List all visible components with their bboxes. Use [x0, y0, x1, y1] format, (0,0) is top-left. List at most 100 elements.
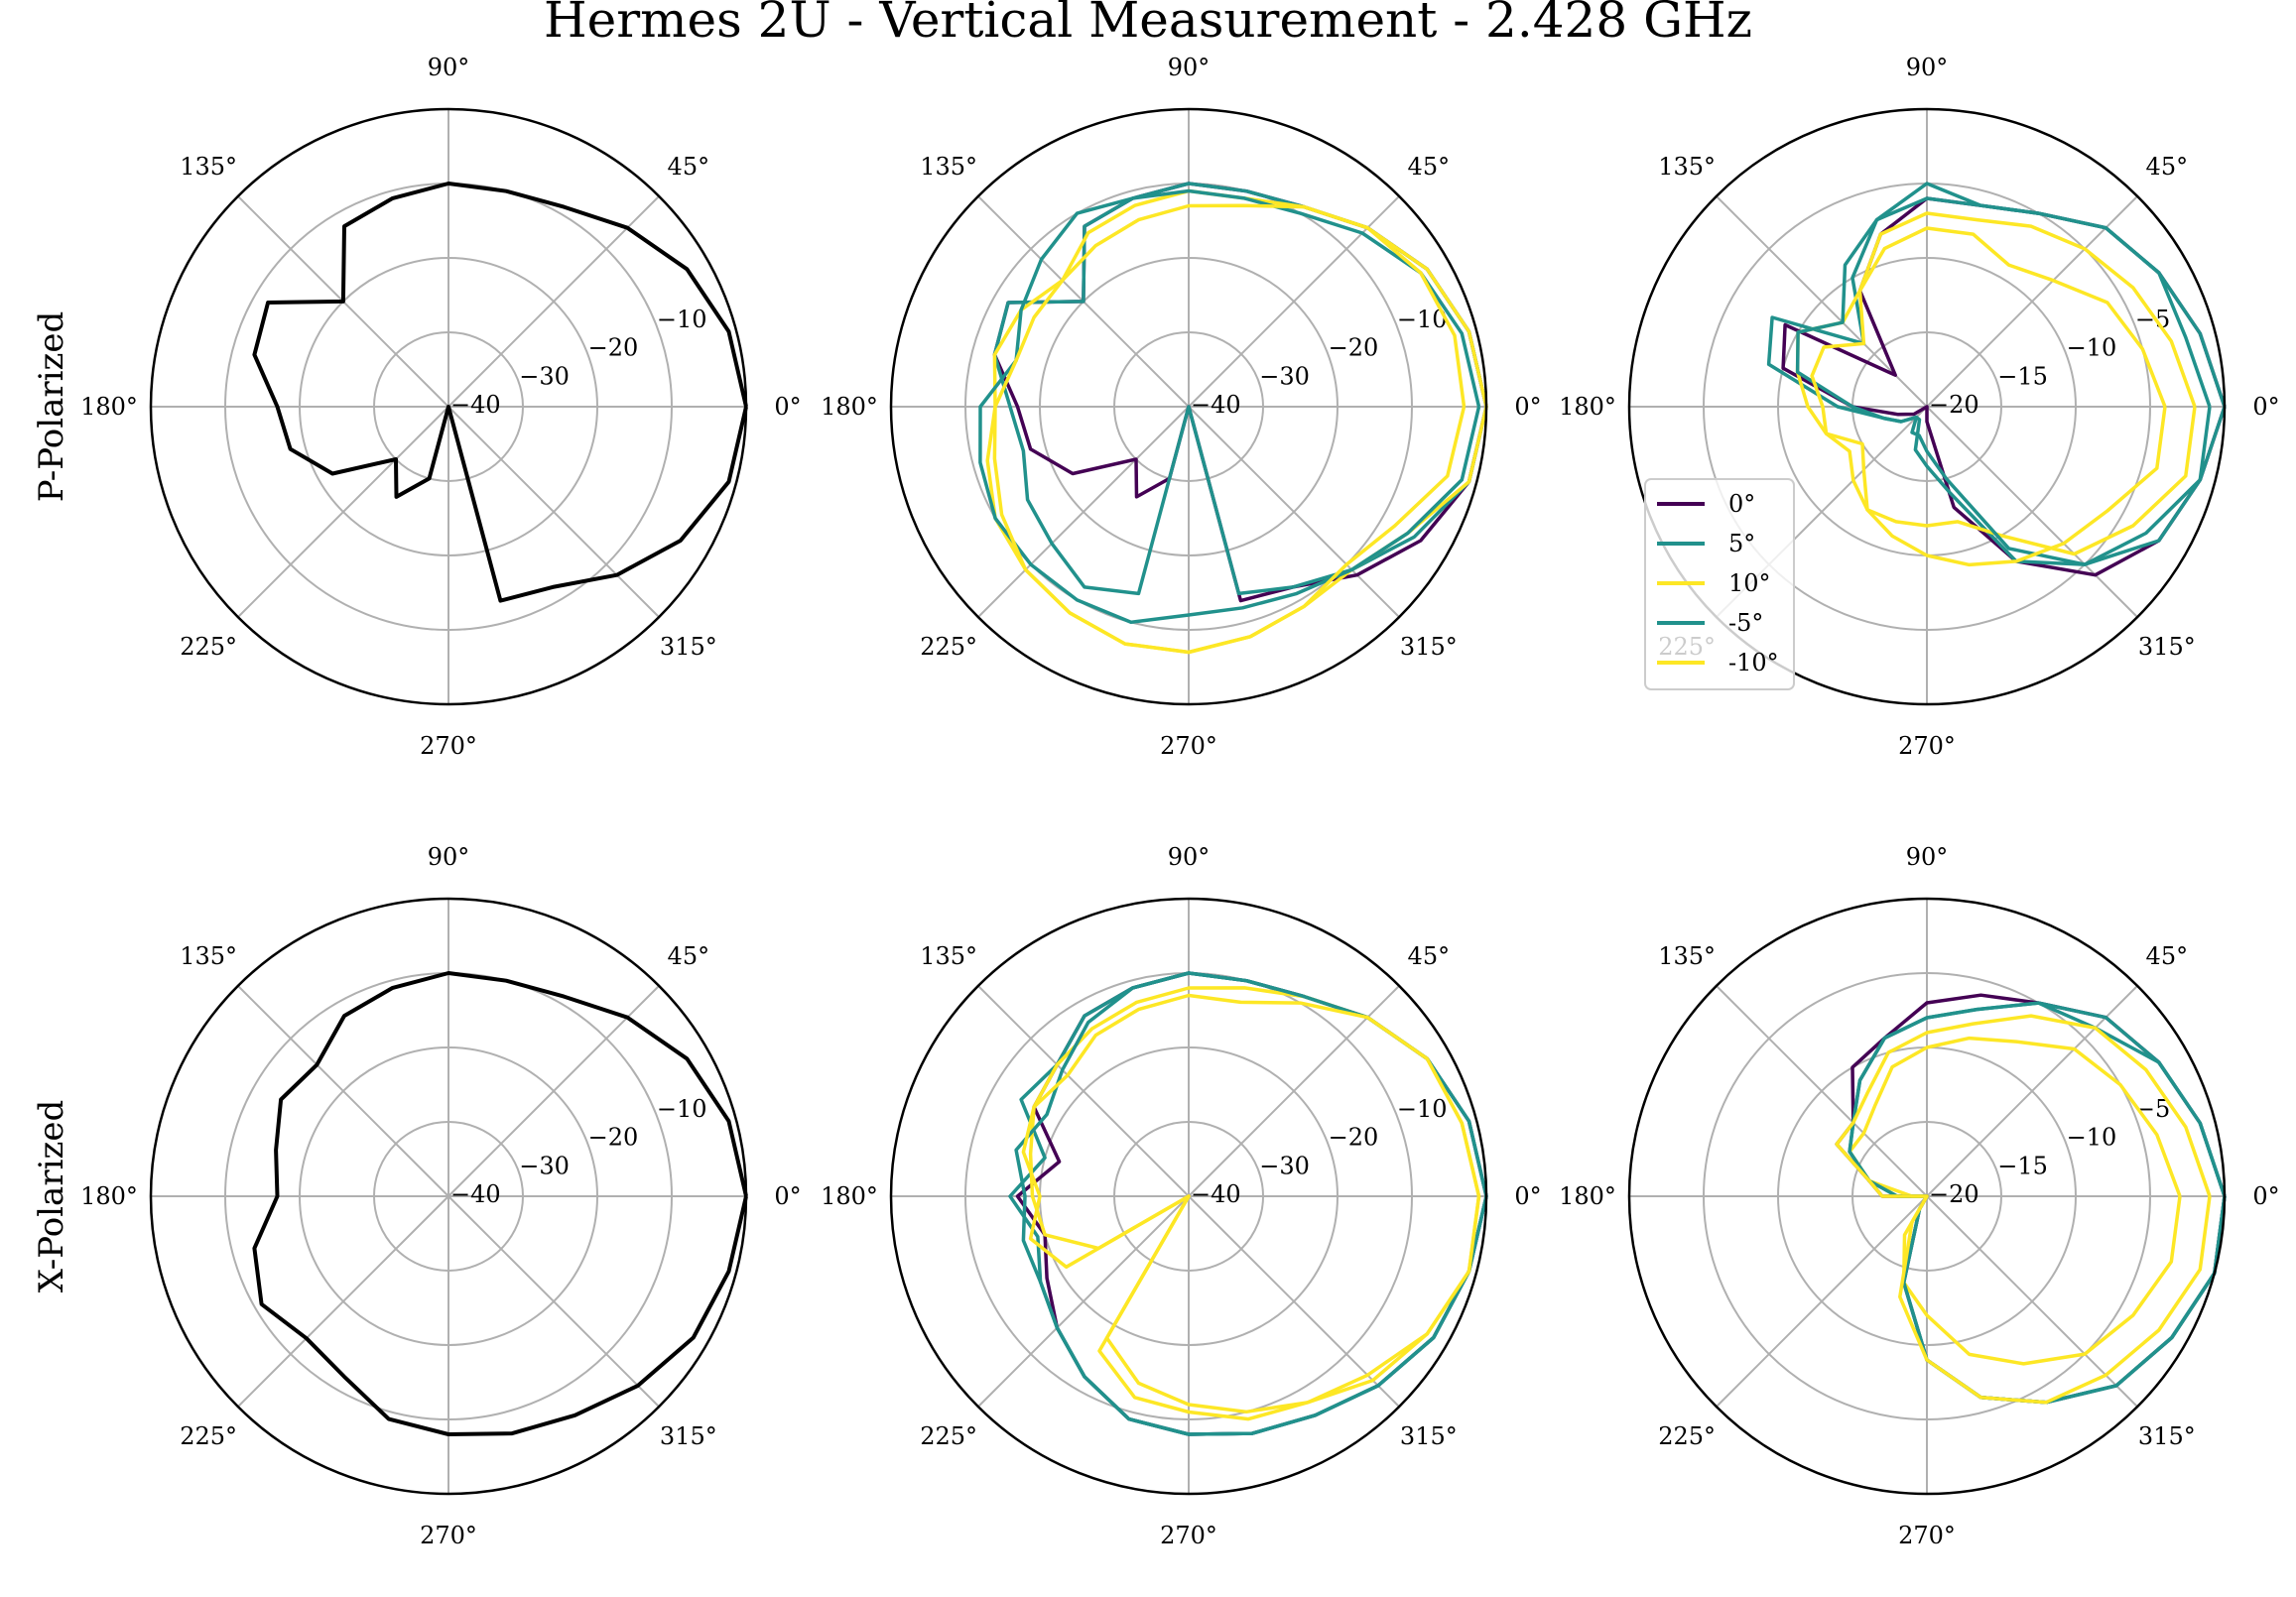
polar-plot-1: 0° 45° 90° 135° 180° 225° 270° 315° −40 −30 −20 −10 — [80, 54, 802, 760]
angular-gridline — [447, 406, 660, 618]
angular-gridline — [977, 985, 1190, 1197]
angular-gridline — [1926, 985, 2138, 1197]
polar-frame — [1627, 107, 2227, 706]
radial-tick-label: −10 — [657, 1095, 707, 1123]
angle-tick-label: 135° — [1658, 942, 1716, 970]
angle-tick-label: 45° — [2146, 153, 2189, 181]
radial-tick-label: −20 — [1929, 1180, 1979, 1208]
legend-label: 10° — [1728, 569, 1771, 597]
angle-tick-label: 270° — [1898, 1522, 1956, 1549]
radial-tick-label: −10 — [1397, 1095, 1448, 1123]
radial-tick-label: −30 — [519, 1152, 570, 1179]
angular-gridline — [447, 985, 660, 1197]
series-line-tilt-3 — [1848, 1036, 2182, 1366]
series-line-tilt-5 — [1810, 226, 2167, 567]
angle-tick-label: 135° — [920, 942, 977, 970]
angle-tick-label: 315° — [660, 633, 717, 661]
angle-tick-label: 180° — [80, 393, 138, 421]
radial-tick-label: −15 — [1997, 1152, 2048, 1179]
angular-gridline — [1926, 1195, 2138, 1408]
angular-gridline — [1926, 195, 2138, 408]
radial-tick-label: −20 — [588, 1124, 639, 1152]
angular-gridline — [1926, 406, 2138, 618]
angular-gridline — [977, 1195, 1190, 1408]
radial-tick-label: −5 — [2135, 306, 2170, 333]
radial-tick-label: −40 — [1191, 391, 1241, 419]
angular-gridline — [447, 1195, 660, 1408]
angle-tick-label: 135° — [920, 153, 977, 181]
angular-gridline — [447, 195, 660, 408]
angle-tick-label: 270° — [1160, 732, 1217, 760]
polar-plot-6: 0° 45° 90° 135° 180° 225° 270° 315° −20 −15 −10 −5 — [1559, 843, 2280, 1549]
series-line-single — [252, 971, 748, 1436]
radial-tick-label: −20 — [1329, 334, 1379, 362]
angular-gridline — [237, 1195, 449, 1408]
radial-tick-label: −5 — [2135, 1095, 2170, 1123]
legend-box — [1644, 478, 1795, 690]
angle-tick-label: 315° — [1400, 1422, 1458, 1450]
polar-frame — [1627, 897, 2227, 1496]
series-line-tilt-2 — [992, 182, 1488, 596]
series-line-tilt-1 — [1015, 971, 1488, 1436]
angle-tick-label: 45° — [1408, 942, 1451, 970]
legend: 0° 5° 10° -5° -10° — [1644, 478, 1795, 690]
legend-label: -10° — [1728, 649, 1779, 676]
angular-gridline — [1188, 406, 1400, 618]
angle-tick-label: 90° — [1168, 843, 1211, 871]
radial-tick-label: −40 — [450, 1180, 501, 1208]
series-line-tilt-5 — [992, 203, 1467, 655]
polar-frame — [149, 107, 748, 706]
series-line-tilt-4 — [978, 188, 1481, 625]
angle-tick-label: 90° — [428, 843, 470, 871]
series-line-tilt-4 — [1014, 971, 1488, 1436]
angle-tick-label: 0° — [774, 393, 801, 421]
angle-tick-label: 0° — [2252, 1182, 2279, 1210]
radial-tick-label: −10 — [657, 306, 707, 333]
legend-label: 0° — [1728, 490, 1755, 518]
series-line-tilt-4 — [1848, 1001, 2227, 1405]
radial-tick-label: −10 — [1397, 306, 1448, 333]
angle-tick-label: 180° — [1559, 1182, 1616, 1210]
angle-tick-label: 135° — [1658, 153, 1716, 181]
polar-plot-3: 0°45°90°135°180°225°270°315°−20−15−10−50… — [1559, 54, 2280, 760]
angle-tick-label: 90° — [1906, 843, 1949, 871]
angle-tick-label: 225° — [1658, 1422, 1716, 1450]
angle-tick-label: 180° — [821, 393, 878, 421]
angle-tick-label: 0° — [774, 1182, 801, 1210]
angle-tick-label: 45° — [2146, 942, 2189, 970]
radial-tick-label: −20 — [1329, 1124, 1379, 1152]
radial-tick-label: −20 — [588, 334, 639, 362]
angle-tick-label: 45° — [668, 153, 710, 181]
angle-tick-label: 135° — [180, 942, 237, 970]
radial-tick-label: −40 — [1191, 1180, 1241, 1208]
radial-tick-label: −30 — [1259, 1152, 1310, 1179]
angle-tick-label: 0° — [1514, 393, 1541, 421]
angle-tick-label: 315° — [1400, 633, 1458, 661]
radial-tick-label: −30 — [519, 362, 570, 390]
angular-gridline — [237, 406, 449, 618]
radial-tick-label: −10 — [2067, 334, 2117, 362]
radial-tick-label: −15 — [1997, 362, 2048, 390]
figure-title: Hermes 2U - Vertical Measurement - 2.428… — [544, 0, 1752, 49]
legend-label: -5° — [1728, 609, 1763, 637]
angle-tick-label: 90° — [428, 54, 470, 81]
angular-gridline — [237, 985, 449, 1197]
polar-plot-4: 0° 45° 90° 135° 180° 225° 270° 315° −40 −30 −20 −10 — [80, 843, 802, 1549]
angular-gridline — [1716, 195, 1928, 408]
angle-tick-label: 315° — [2138, 1422, 2196, 1450]
angle-tick-label: 135° — [180, 153, 237, 181]
angular-gridline — [1188, 1195, 1400, 1408]
angle-tick-label: 315° — [660, 1422, 717, 1450]
angle-tick-label: 225° — [920, 633, 977, 661]
angle-tick-label: 90° — [1906, 54, 1949, 81]
angle-tick-label: 180° — [821, 1182, 878, 1210]
angle-tick-label: 0° — [1514, 1182, 1541, 1210]
radial-tick-label: −30 — [1259, 362, 1310, 390]
angle-tick-label: 270° — [1160, 1522, 1217, 1549]
angle-tick-label: 225° — [920, 1422, 977, 1450]
polar-plot-5: 0° 45° 90° 135° 180° 225° 270° 315° −40 −30 −20 −10 — [821, 843, 1542, 1549]
angle-tick-label: 315° — [2138, 633, 2196, 661]
series-line-tilt-4 — [1795, 196, 2212, 566]
angular-gridline — [1716, 1195, 1928, 1408]
